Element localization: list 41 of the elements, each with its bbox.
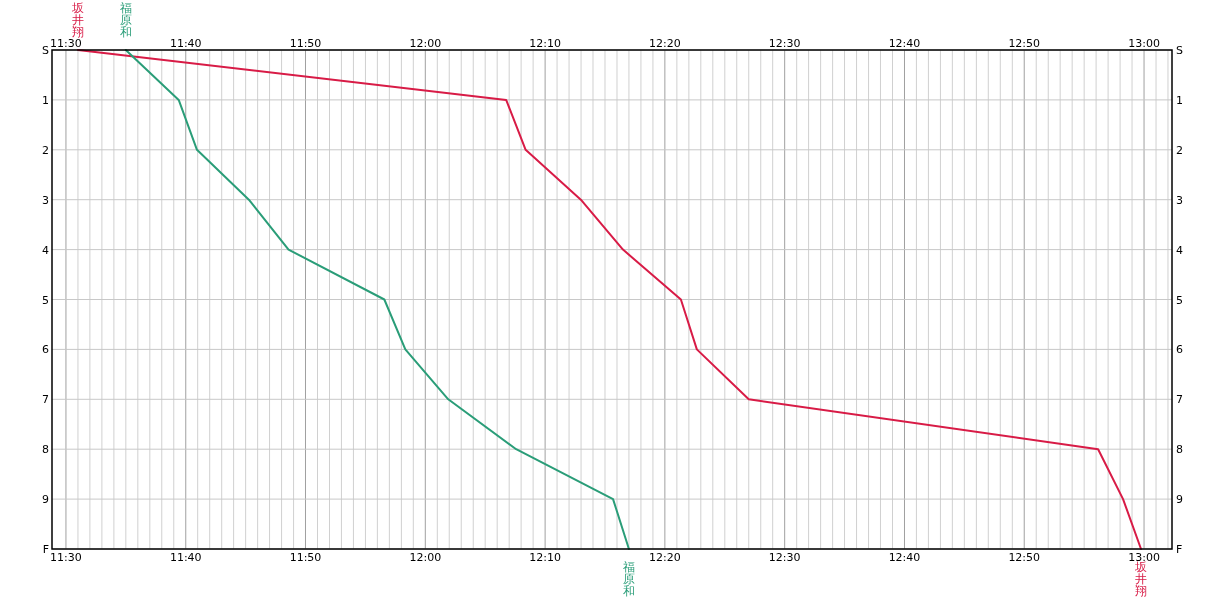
x-tick-label: 12:20 [649,37,681,50]
x-tick-label: 12:40 [888,37,921,50]
y2-tick-label: 5 [1176,293,1183,307]
x2-tick-label: 12:10 [529,551,561,564]
y2-tick-label: 3 [1176,193,1183,207]
x-tick-label: 11:40 [169,37,202,50]
x-tick-label: 12:30 [768,37,801,50]
x-tick-label: 12:00 [409,37,442,50]
y2-tick-label: 9 [1176,493,1183,507]
x-tick-label: 11:50 [289,37,322,50]
y2-tick-label: 2 [1176,143,1183,157]
y-tick-label: 7 [42,393,49,407]
y2-tick-label: S [1176,44,1183,57]
x-tick-label: 11:30 [50,37,82,50]
x2-tick-label: 11:30 [50,551,82,564]
y-tick-label: 3 [42,193,49,207]
y2-tick-label: 1 [1176,93,1183,107]
y-tick-label: 1 [42,93,49,107]
y-tick-label: 2 [42,143,49,157]
y2-tick-label: 6 [1176,343,1183,357]
x2-tick-label: 11:40 [169,551,202,564]
y2-tick-label: F [1176,543,1183,556]
y-tick-label: 5 [42,293,49,307]
x2-tick-label: 12:30 [768,551,801,564]
x2-tick-label: 12:20 [649,551,681,564]
y-tick-label: 9 [42,493,49,507]
y-tick-label: F [42,543,49,556]
x2-tick-label: 12:00 [409,551,442,564]
y2-tick-label: 4 [1176,243,1183,257]
y-tick-label: 8 [42,443,49,457]
x2-tick-label: 12:50 [1008,551,1041,564]
x-tick-label: 12:10 [529,37,561,50]
y2-tick-label: 7 [1176,393,1183,407]
x-tick-label: 13:00 [1128,37,1160,50]
x2-tick-label: 12:40 [888,551,921,564]
y-tick-label: 4 [42,243,49,257]
y-tick-label: S [42,44,50,57]
x2-tick-label: 11:50 [289,551,322,564]
y-tick-label: 6 [42,343,49,357]
y2-tick-label: 8 [1176,443,1183,457]
x-tick-label: 12:50 [1008,37,1041,50]
